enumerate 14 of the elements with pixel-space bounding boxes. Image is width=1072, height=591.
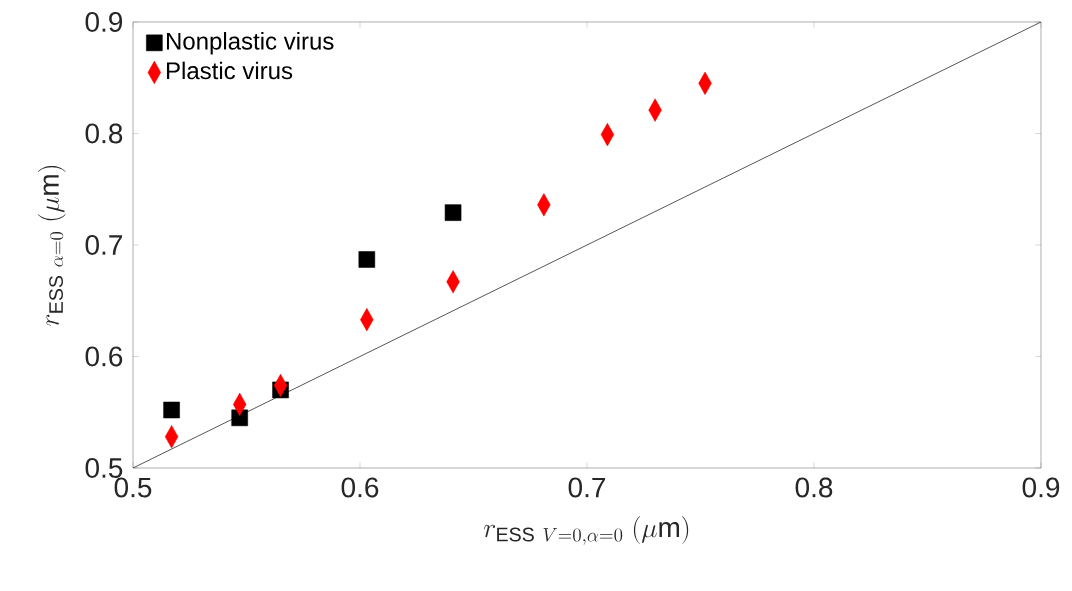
y-tick-label: 0.6 bbox=[85, 346, 123, 367]
x-tick-label: 0.5 bbox=[114, 477, 152, 498]
x-tick-label: 0.8 bbox=[795, 477, 833, 498]
y-axis-title: $r_{\mathrm{ESS}\ \alpha=0}\ (\mu\mathrm{m})$ bbox=[37, 166, 66, 326]
y-tick-label: 0.7 bbox=[85, 235, 122, 255]
legend-label: Nonplastic virus bbox=[166, 32, 334, 55]
y-tick-label: 0.9 bbox=[85, 12, 123, 32]
x-tick-label: 0.7 bbox=[568, 477, 606, 498]
x-tick-label: 0.9 bbox=[1022, 477, 1060, 498]
x-axis-title: $r_{\mathrm{ESS}\ V=0,\alpha=0}\ (\mu\mathrm{m})$ bbox=[484, 516, 689, 545]
x-tick-label: 0.6 bbox=[341, 477, 379, 498]
legend-label: Plastic virus bbox=[166, 61, 293, 80]
y-tick-label: 0.5 bbox=[85, 458, 123, 478]
y-tick-label: 0.8 bbox=[85, 123, 123, 144]
